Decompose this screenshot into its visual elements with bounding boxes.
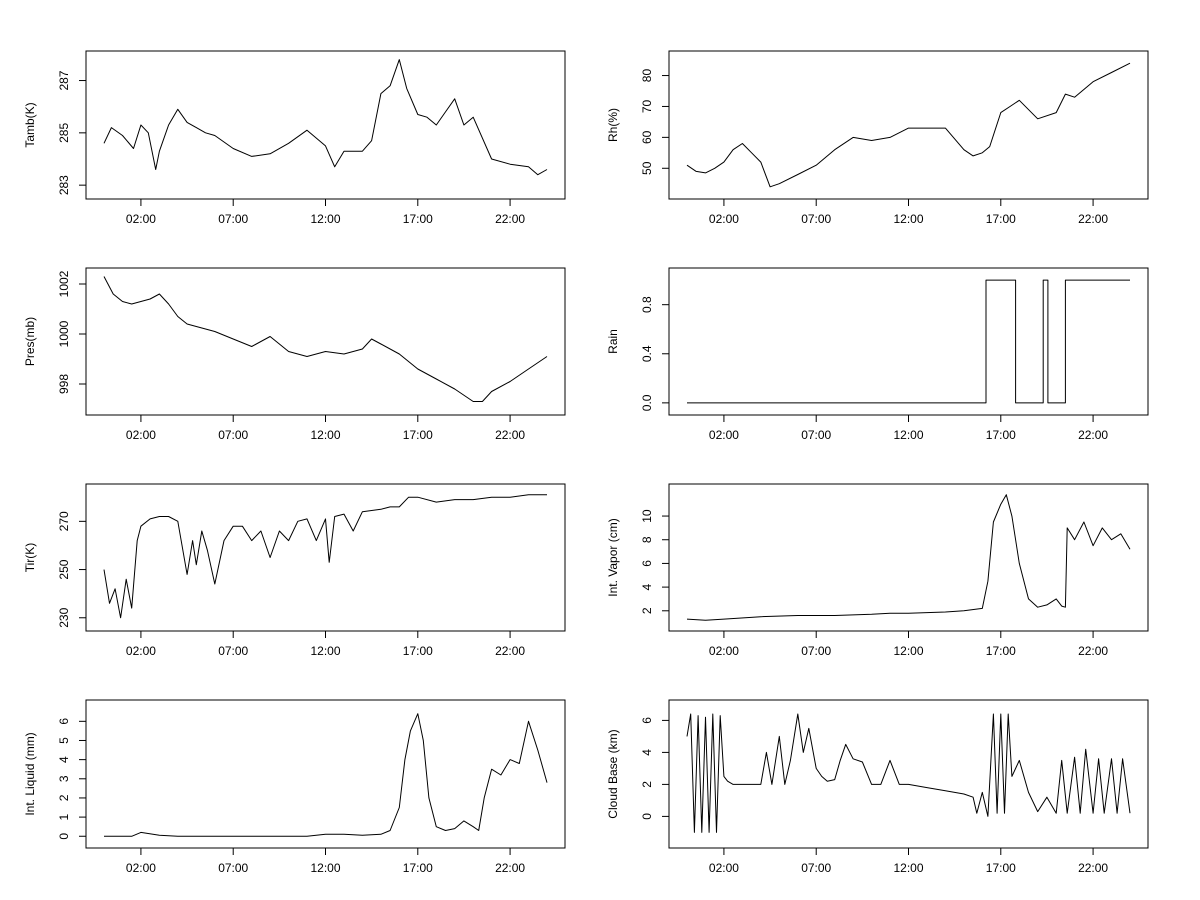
x-tick-label: 12:00: [310, 861, 340, 875]
x-tick-label: 22:00: [1078, 861, 1108, 875]
y-tick-label: 50: [640, 161, 654, 175]
x-tick-label: 07:00: [218, 644, 248, 658]
x-tick-label: 22:00: [495, 644, 525, 658]
y-tick-label: 0: [57, 833, 71, 840]
y-tick-label: 6: [640, 717, 654, 724]
x-tick-label: 17:00: [986, 212, 1016, 226]
y-tick-label: 6: [640, 560, 654, 567]
y-tick-label: 285: [57, 123, 71, 143]
y-axis-label: Rain: [606, 329, 620, 354]
panel-1: 02:00 07:00 12:00 17:00 22:00 283 285 287 Tamb(K…: [23, 50, 566, 226]
x-tick-label: 12:00: [893, 212, 923, 226]
series-line: [103, 276, 548, 402]
y-tick-label: 283: [57, 175, 71, 195]
y-tick-label: 1: [57, 813, 71, 820]
y-tick-label: 1002: [57, 270, 71, 297]
x-tick-label: 22:00: [1078, 428, 1108, 442]
x-tick-label: 02:00: [126, 428, 156, 442]
x-tick-label: 22:00: [1078, 212, 1108, 226]
y-tick-label: 0.0: [640, 394, 654, 411]
series-line: [686, 62, 1131, 188]
y-axis-label: Tir(K): [23, 543, 37, 573]
y-tick-label: 2: [640, 607, 654, 614]
x-tick-label: 12:00: [893, 428, 923, 442]
y-tick-label: 270: [57, 511, 71, 531]
x-tick-label: 12:00: [310, 644, 340, 658]
series-line: [104, 713, 548, 837]
y-tick-label: 998: [57, 374, 71, 394]
x-tick-label: 17:00: [403, 428, 433, 442]
panel-8: 02:00 07:00 12:00 17:00 22:00 0 2 4 6 Cloud Base …: [606, 699, 1149, 875]
y-axis-label: Int. Vapor (cm): [606, 518, 620, 596]
y-tick-label: 8: [640, 536, 654, 543]
panel-5: 02:00 07:00 12:00 17:00 22:00 230 250 270 Tir(K): [23, 483, 566, 658]
x-tick-label: 17:00: [403, 212, 433, 226]
x-tick-label: 12:00: [893, 861, 923, 875]
x-tick-label: 17:00: [986, 428, 1016, 442]
x-tick-label: 07:00: [801, 861, 831, 875]
y-tick-label: 6: [57, 718, 71, 725]
panels: 02:00 07:00 12:00 17:00 22:00283285287Tamb(K…: [23, 50, 1149, 875]
x-tick-label: 22:00: [1078, 644, 1108, 658]
x-tick-label: 02:00: [709, 861, 739, 875]
series-line: [103, 59, 548, 176]
y-axis-label: Pres(mb): [23, 317, 37, 366]
y-axis-label: Rh(%): [606, 108, 620, 142]
x-tick-label: 07:00: [218, 861, 248, 875]
y-tick-label: 287: [57, 70, 71, 90]
y-tick-label: 5: [57, 737, 71, 744]
x-tick-label: 17:00: [403, 644, 433, 658]
panel-6: 02:00 07:00 12:00 17:00 22:00 2 4 6 8 10 Int. Vapo…: [606, 483, 1149, 658]
y-tick-label: 230: [57, 607, 71, 627]
x-tick-label: 02:00: [709, 644, 739, 658]
y-tick-label: 0.4: [640, 345, 654, 362]
x-tick-label: 02:00: [709, 428, 739, 442]
x-tick-label: 07:00: [218, 212, 248, 226]
x-tick-label: 07:00: [218, 428, 248, 442]
y-tick-label: 4: [640, 749, 654, 756]
x-tick-label: 02:00: [126, 644, 156, 658]
series-line: [103, 494, 547, 619]
x-tick-label: 07:00: [801, 212, 831, 226]
y-axis-label: Tamb(K): [23, 102, 37, 147]
x-tick-label: 22:00: [495, 212, 525, 226]
x-tick-label: 02:00: [126, 212, 156, 226]
x-tick-label: 07:00: [801, 428, 831, 442]
x-tick-label: 22:00: [495, 428, 525, 442]
y-tick-label: 70: [640, 99, 654, 113]
y-tick-label: 0.8: [640, 296, 654, 313]
series-line: [686, 713, 1131, 833]
x-tick-label: 17:00: [986, 861, 1016, 875]
x-tick-label: 17:00: [986, 644, 1016, 658]
y-tick-label: 80: [640, 69, 654, 83]
series-line: [687, 279, 1130, 404]
y-tick-label: 4: [57, 756, 71, 763]
x-tick-label: 17:00: [403, 861, 433, 875]
panel-7: 02:00 07:00 12:00 17:00 22:00 0 1 2 3 4 5 6 Int. Liq…: [23, 699, 566, 875]
y-axis-label: Cloud Base (km): [606, 729, 620, 818]
y-tick-label: 2: [640, 781, 654, 788]
x-tick-label: 02:00: [126, 861, 156, 875]
x-tick-label: 12:00: [893, 644, 923, 658]
panel-3: 02:00 07:00 12:00 17:00 22:00 998 1000 1002 Pres…: [23, 267, 566, 442]
x-tick-label: 12:00: [310, 428, 340, 442]
y-tick-label: 10: [640, 509, 654, 523]
panel-2: 02:00 07:00 12:00 17:00 22:00 50 60 70 80 Rh(%): [606, 50, 1149, 226]
x-tick-label: 07:00: [801, 644, 831, 658]
y-tick-label: 2: [57, 794, 71, 801]
x-tick-label: 22:00: [495, 861, 525, 875]
y-tick-label: 1000: [57, 320, 71, 347]
series-line: [686, 494, 1131, 621]
y-tick-label: 0: [640, 813, 654, 820]
y-tick-label: 3: [57, 775, 71, 782]
panel-4: 02:00 07:00 12:00 17:00 22:00 0.0 0.4 0.8 Rain: [606, 267, 1149, 442]
y-axis-label: Int. Liquid (mm): [23, 732, 37, 815]
y-tick-label: 250: [57, 559, 71, 579]
y-tick-label: 60: [640, 130, 654, 144]
x-tick-label: 12:00: [310, 212, 340, 226]
y-tick-label: 4: [640, 583, 654, 590]
x-tick-label: 02:00: [709, 212, 739, 226]
